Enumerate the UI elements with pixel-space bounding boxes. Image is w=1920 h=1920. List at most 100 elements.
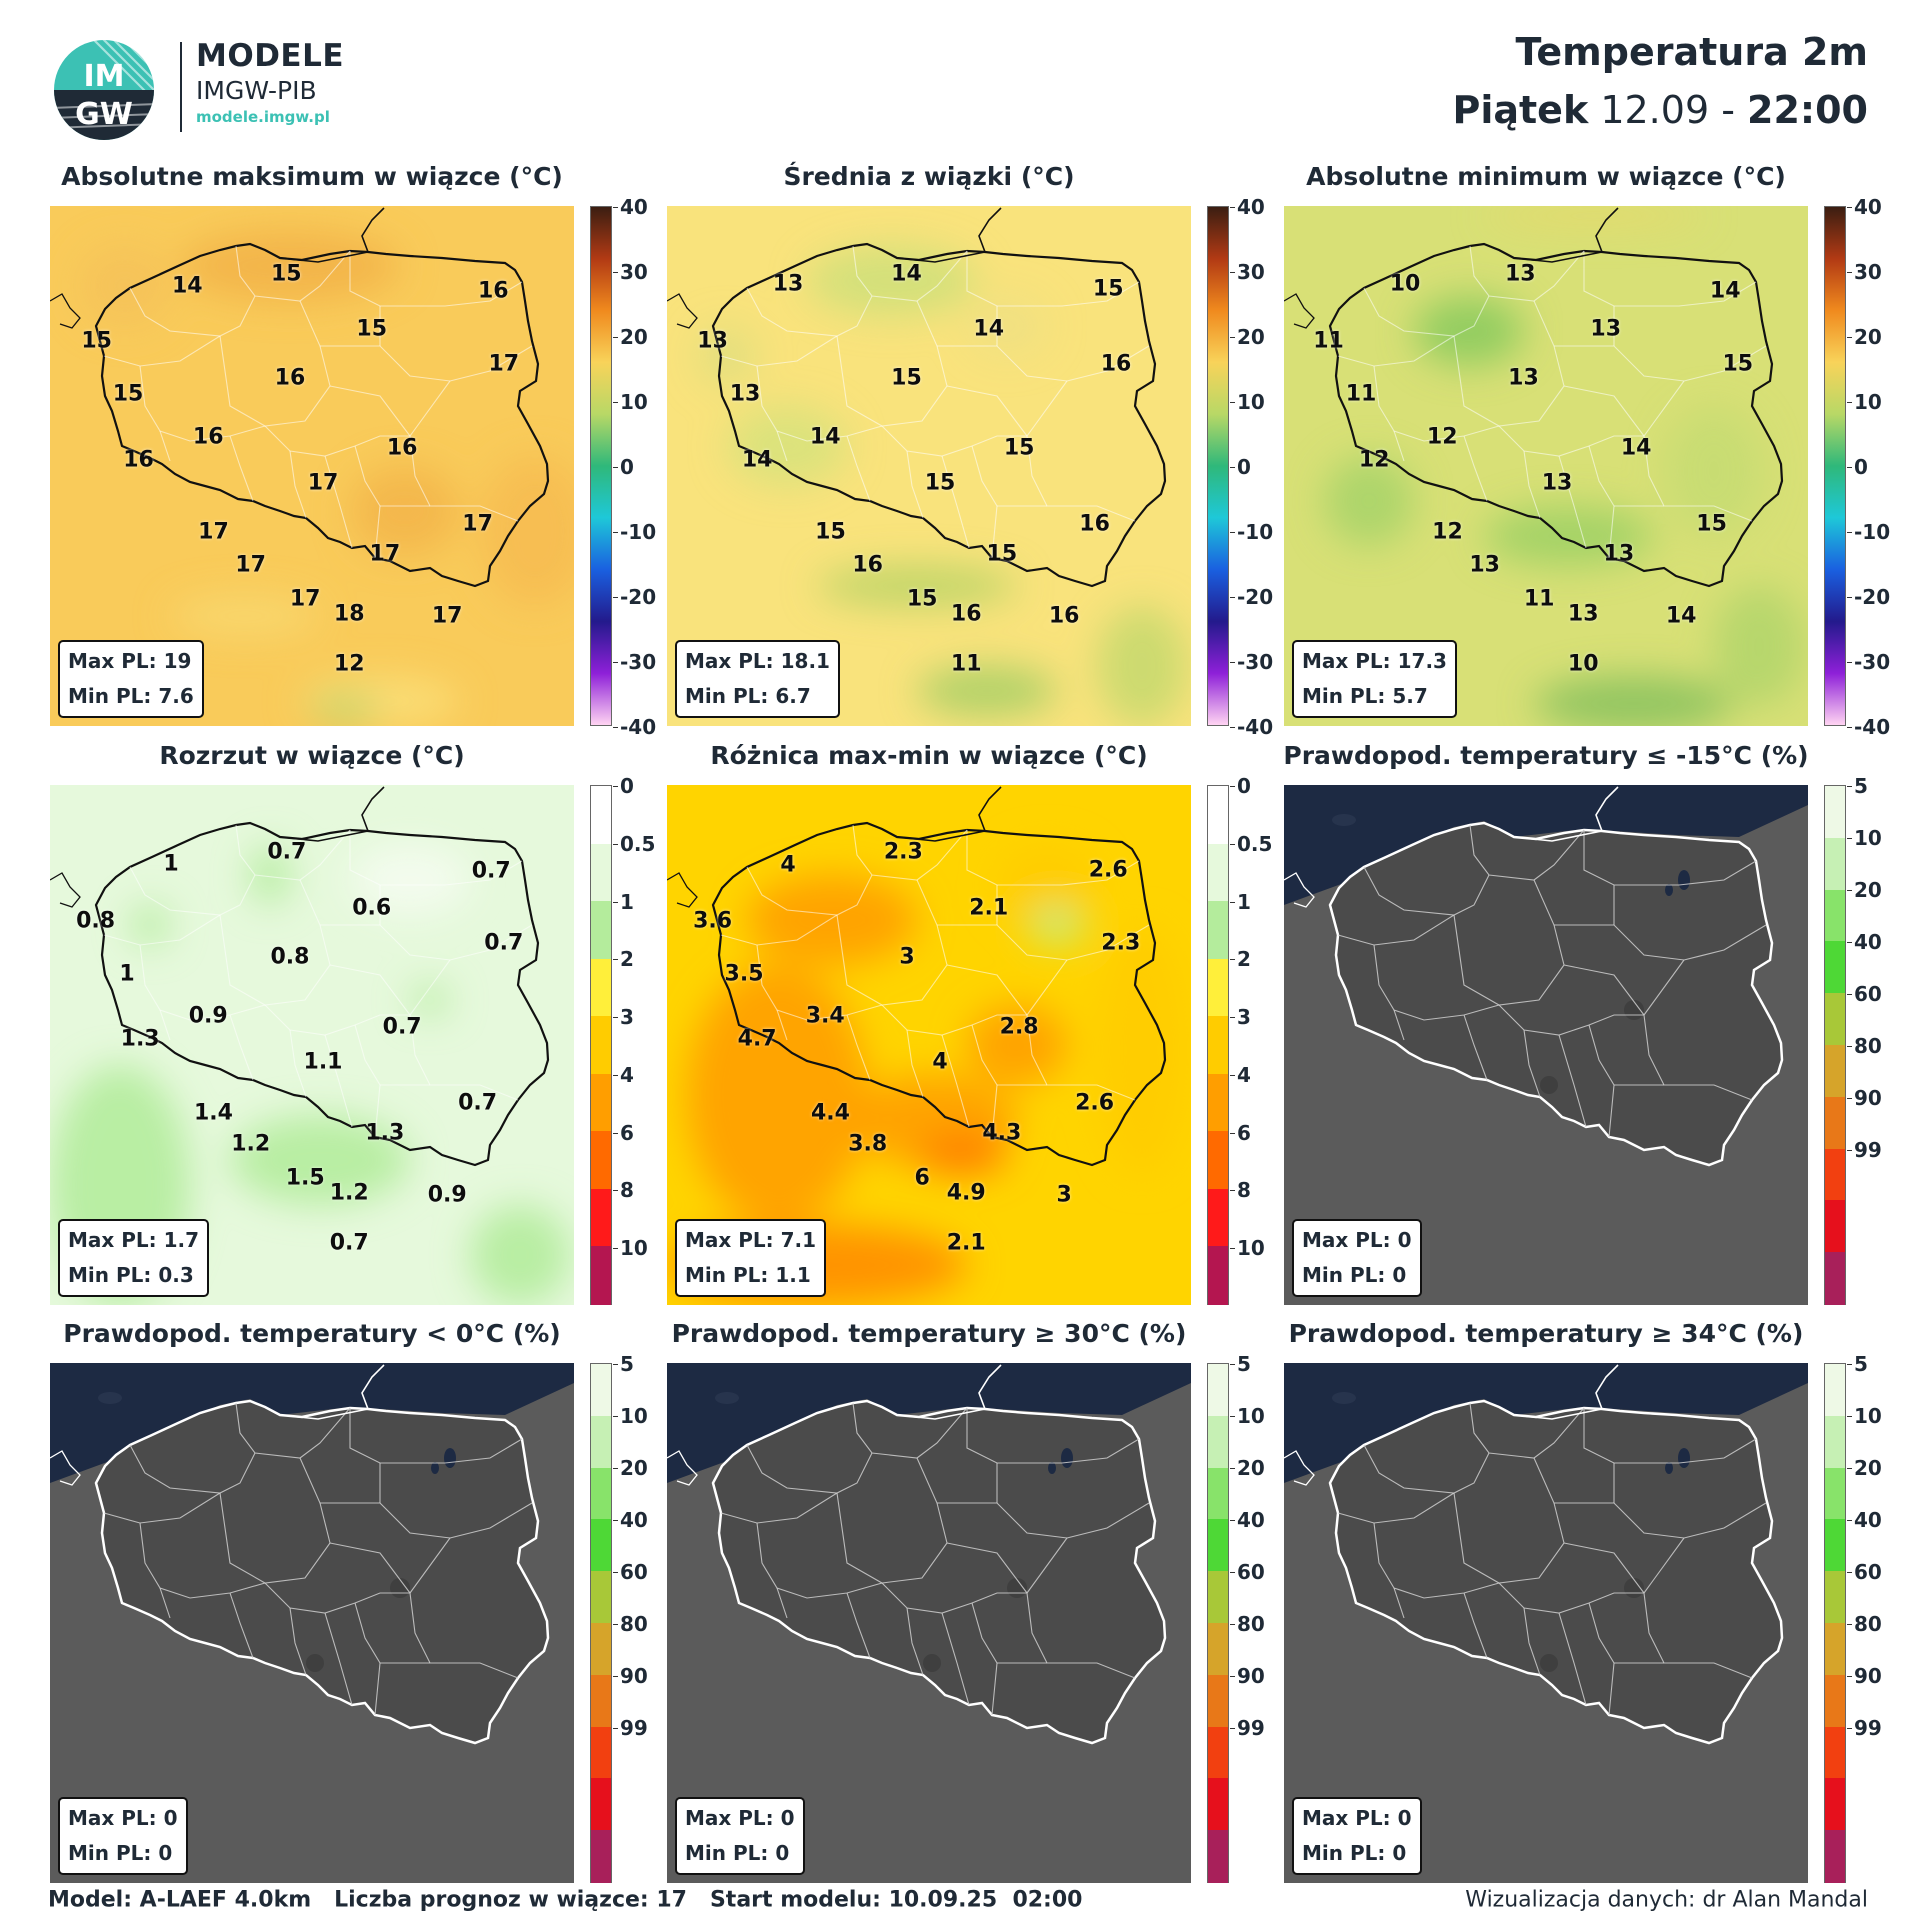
brand-url[interactable]: modele.imgw.pl bbox=[196, 108, 330, 126]
map-value-label: 15 bbox=[81, 328, 112, 354]
logo-text-top: IM bbox=[83, 59, 124, 94]
colorbar-segment bbox=[1208, 958, 1228, 1018]
map-value-label: 2.6 bbox=[1075, 1090, 1115, 1116]
map-value-label: 12 bbox=[1432, 519, 1463, 545]
map-panel: Max PL: 0 Min PL: 0 bbox=[1284, 1363, 1808, 1883]
map-value-label: 16 bbox=[852, 552, 883, 578]
map-value-label: 15 bbox=[271, 261, 302, 287]
colorbar-tick: 0.5 bbox=[612, 831, 656, 856]
colorbar-tick: 20 bbox=[1847, 878, 1882, 902]
map-value-label: 17 bbox=[235, 552, 266, 578]
colorbar-tick: 8 bbox=[1230, 1178, 1251, 1203]
colorbar-tick: 10 bbox=[1847, 826, 1882, 850]
colorbar-segment bbox=[1208, 1674, 1228, 1728]
map-value-label: 16 bbox=[1079, 511, 1110, 537]
map-value-label: 13 bbox=[1508, 365, 1539, 391]
colorbar-tick: 99 bbox=[1230, 1716, 1265, 1740]
colorbar-segment bbox=[1208, 1415, 1228, 1469]
colorbar-tick: 10 bbox=[613, 390, 648, 414]
colorbar-tick: 3 bbox=[1230, 1005, 1251, 1030]
colorbar-tick: 5 bbox=[1847, 774, 1868, 798]
map-value-label: 3 bbox=[899, 944, 915, 970]
colorbar-tick: 1 bbox=[613, 889, 634, 914]
colorbar-tick: 0 bbox=[613, 774, 634, 798]
map-value-label: 13 bbox=[1567, 601, 1599, 627]
map-value-label: 16 bbox=[386, 435, 418, 461]
map-value-label: 17 bbox=[431, 603, 463, 629]
colorbar-segment bbox=[1825, 1252, 1845, 1306]
stats-box: Max PL: 0 Min PL: 0 bbox=[58, 1797, 188, 1875]
map-value-label: 16 bbox=[477, 278, 509, 304]
colorbar-tick: 10 bbox=[1230, 390, 1265, 414]
brand-separator bbox=[180, 42, 182, 132]
forecast-day: Piątek bbox=[1452, 88, 1589, 132]
stat-max: Max PL: 18.1 bbox=[685, 649, 830, 673]
colorbar-tick: 0 bbox=[1230, 455, 1251, 479]
colorbar-segment bbox=[1825, 1096, 1845, 1150]
colorbar-tick: 5 bbox=[1230, 1352, 1251, 1376]
map-value-label: 0.9 bbox=[427, 1182, 467, 1208]
colorbar-tick: -30 bbox=[612, 650, 657, 674]
map-panel: Max PL: 0 Min PL: 0 bbox=[667, 1363, 1191, 1883]
map-value-label: 0.6 bbox=[352, 895, 392, 921]
colorbar-segment bbox=[591, 1778, 611, 1832]
colorbar: 40 30 20 10 0 -10 -20 -30 -40 bbox=[1824, 195, 1890, 739]
map-value-label: 18 bbox=[333, 601, 365, 627]
colorbar-tick: -30 bbox=[1846, 650, 1891, 674]
colorbar-tick: 80 bbox=[1847, 1612, 1882, 1636]
colorbar-tick: -20 bbox=[612, 585, 657, 609]
colorbar-tick: -20 bbox=[1229, 585, 1274, 609]
colorbar-tick: 10 bbox=[1847, 1404, 1882, 1428]
map-value-label: 1.4 bbox=[193, 1100, 233, 1126]
stats-box: Max PL: 0 Min PL: 0 bbox=[675, 1797, 805, 1875]
map-panel: 13 14 15 13 14 16 13 15 14 14 15 15 15 16 16 15 15 16 16 11… bbox=[667, 206, 1191, 726]
map-value-label: 1.1 bbox=[303, 1049, 343, 1075]
colorbar: 0 0.5 1 2 3 4 6 8 10 bbox=[590, 774, 655, 1306]
map-value-label: 17 bbox=[198, 519, 229, 545]
map-value-label: 15 bbox=[1003, 435, 1035, 461]
map-value-label: 2.8 bbox=[999, 1014, 1039, 1040]
imgw-logo: IM GW bbox=[52, 38, 156, 142]
map-value-label: 1.3 bbox=[120, 1026, 160, 1052]
colorbar-segment bbox=[1208, 1188, 1228, 1248]
colorbar-tick: 90 bbox=[613, 1664, 648, 1688]
colorbar-segment bbox=[1208, 1246, 1228, 1306]
map-value-label: 11 bbox=[1313, 328, 1344, 354]
colorbar-tick: 80 bbox=[1230, 1612, 1265, 1636]
map-value-label: 15 bbox=[891, 365, 922, 391]
colorbar-tick: 5 bbox=[1847, 1352, 1868, 1376]
colorbar-tick: -20 bbox=[1846, 585, 1891, 609]
colorbar-segment bbox=[591, 1131, 611, 1190]
colorbar-tick: 8 bbox=[613, 1178, 634, 1203]
panel-title: Średnia z wiązki (°C) bbox=[783, 162, 1075, 191]
panel-title: Absolutne maksimum w wiązce (°C) bbox=[61, 162, 563, 191]
stat-min: Min PL: 0 bbox=[685, 1841, 790, 1865]
colorbar-tick: 20 bbox=[1230, 1456, 1265, 1480]
map-value-label: 15 bbox=[112, 381, 144, 407]
map-value-label: 2.1 bbox=[946, 1230, 986, 1256]
panel-title: Rozrzut w wiązce (°C) bbox=[159, 741, 465, 770]
colorbar-segment bbox=[591, 901, 611, 960]
colorbar-segment bbox=[1825, 1045, 1845, 1098]
colorbar-segment bbox=[591, 1016, 611, 1075]
map-value-label: 1.3 bbox=[365, 1120, 405, 1146]
colorbar-segment bbox=[1208, 1778, 1228, 1832]
forecast-date: 12.09 bbox=[1600, 88, 1710, 132]
colorbar-segment bbox=[591, 1073, 611, 1133]
forecast-separator: - bbox=[1721, 88, 1735, 132]
logo-text-bottom: GW bbox=[75, 97, 133, 132]
colorbar-tick: 0.5 bbox=[1229, 831, 1273, 856]
stats-box: Max PL: 0 Min PL: 0 bbox=[1292, 1219, 1422, 1297]
stat-min: Min PL: 0 bbox=[1302, 1263, 1407, 1287]
colorbar-tick: 40 bbox=[1230, 1508, 1265, 1532]
colorbar-segment bbox=[1825, 1830, 1845, 1884]
map-value-label: 16 bbox=[192, 424, 224, 450]
colorbar-tick: -30 bbox=[1229, 650, 1274, 674]
colorbar-tick: -40 bbox=[1229, 715, 1274, 739]
colorbar: 5 10 20 40 60 80 90 99 bbox=[1824, 1352, 1882, 1884]
map-value-label: 13 bbox=[1541, 470, 1573, 496]
forecast-datetime: Piątek 12.09 - 22:00 bbox=[1453, 88, 1869, 132]
stats-box: Max PL: 17.3 Min PL: 5.7 bbox=[1292, 640, 1457, 718]
colorbar-segment bbox=[1208, 1467, 1228, 1521]
colorbar-tick: 4 bbox=[613, 1062, 634, 1087]
